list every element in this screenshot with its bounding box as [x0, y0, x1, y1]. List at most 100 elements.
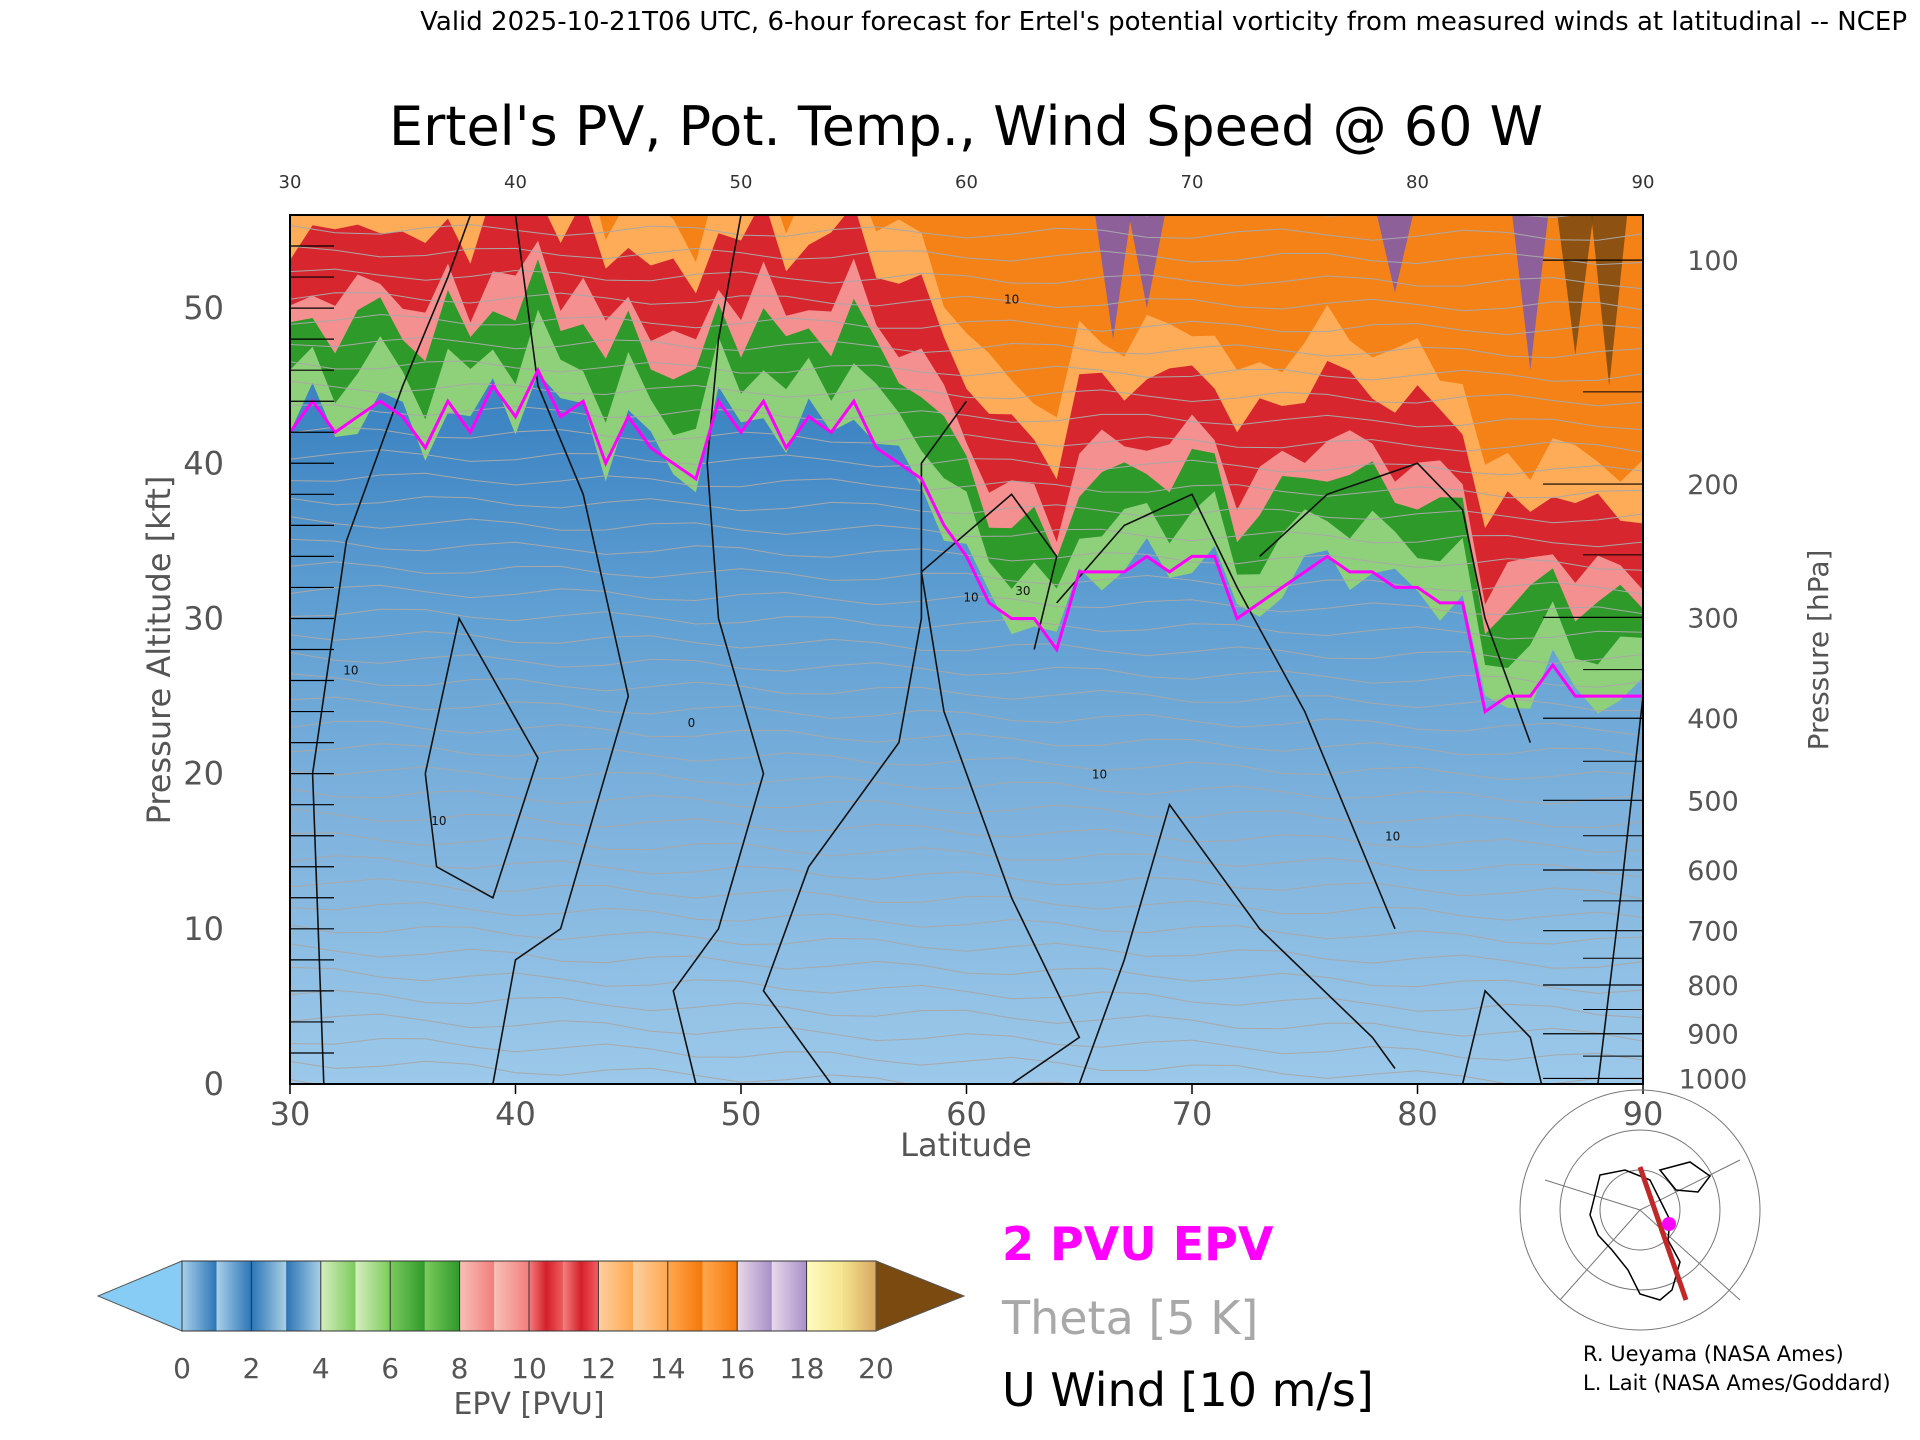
top-axis: 30 40 50 60 70 80 90: [279, 172, 1655, 193]
u-wind-contour: [762, 400, 968, 1084]
theta-contour: [290, 472, 1643, 499]
top-tick-label: 40: [504, 172, 527, 193]
colorbar-segment: [390, 1261, 425, 1331]
epv-band: [290, 215, 1643, 482]
x-tick-label: 60: [946, 1095, 987, 1133]
y-axis-left-label: Pressure Altitude [kft]: [140, 476, 178, 825]
y-tick-label: 0: [204, 1065, 224, 1103]
colorbar-tick-label: 20: [858, 1352, 894, 1385]
colorbar-segment: [216, 1261, 252, 1331]
x-tick-label: 90: [1623, 1095, 1664, 1133]
x-axis-label: Latitude: [900, 1126, 1032, 1164]
tropopause-2pvu-line: [290, 366, 1643, 715]
colorbar-segment: [667, 1261, 703, 1331]
theta-contour: [290, 720, 1643, 757]
colorbar-segment: [737, 1261, 772, 1331]
u-wind-contour: [1259, 462, 1532, 743]
credit-1: R. Ueyama (NASA Ames): [1583, 1342, 1844, 1366]
theta-contour: [290, 496, 1643, 524]
theta-contour: [290, 1013, 1643, 1061]
epv-stratospheric-field: [290, 215, 1643, 714]
u-wind-contours: [311, 215, 1643, 1084]
theta-contour: [290, 966, 1643, 1019]
credit-2: L. Lait (NASA Ames/Goddard): [1583, 1371, 1891, 1395]
colorbar-tick-label: 14: [650, 1352, 686, 1385]
colorbar-tick-label: 4: [312, 1352, 330, 1385]
x-tick-label: 30: [270, 1095, 311, 1133]
theta-contour: [290, 855, 1643, 900]
y-axis-right: 1000 900 800 700 600 500 400 300 200 100: [1543, 246, 1747, 1095]
colorbar-high-arrow: [875, 1260, 966, 1332]
theta-contour: [290, 360, 1643, 382]
colorbar-tick-label: 12: [581, 1352, 617, 1385]
contour-label: 30: [1015, 584, 1030, 598]
colorbar-tick-label: 10: [511, 1352, 547, 1385]
y-tick-label: 20: [183, 755, 224, 793]
y-axis-left: 0 10 20 30 40 50: [183, 214, 334, 1103]
pressure-tick-label: 100: [1687, 246, 1739, 277]
colorbar-segment: [494, 1261, 529, 1331]
pressure-tick-label: 700: [1687, 917, 1739, 948]
colorbar-label: EPV [PVU]: [453, 1387, 604, 1422]
colorbar-segment: [182, 1261, 217, 1331]
y-tick-label: 10: [183, 910, 224, 948]
theta-contour: [290, 245, 1643, 266]
theta-contour: [290, 292, 1643, 312]
u-wind-contour: [1078, 802, 1396, 1084]
colorbar-segment: [320, 1261, 356, 1331]
legend-theta: Theta [5 K]: [1001, 1291, 1258, 1345]
epv-high-tongue: [1557, 215, 1594, 355]
theta-contour: [290, 449, 1643, 476]
colorbar-segment: [598, 1261, 634, 1331]
theta-contour: [290, 268, 1643, 290]
pressure-tick-label: 1000: [1679, 1064, 1748, 1095]
theta-contour: [290, 1038, 1643, 1084]
chart-title: Ertel's PV, Pot. Temp., Wind Speed @ 60 …: [389, 95, 1543, 158]
colorbar-ticks: 0 2 4 6 8 10 12 14 16 18 20: [173, 1352, 894, 1385]
theta-contour: [290, 404, 1643, 431]
contour-label: 10: [1092, 767, 1107, 781]
colorbar-tick-label: 18: [789, 1352, 825, 1385]
theta-contour: [290, 788, 1643, 828]
u-wind-contour: [672, 215, 765, 1084]
valid-line: Valid 2025-10-21T06 UTC, 6-hour forecast…: [420, 7, 1907, 37]
north-america-outline: [1589, 1161, 1712, 1301]
contour-labels: 10 10 30 10 10 0 10 10: [343, 292, 1400, 843]
colorbar-segment: [806, 1261, 842, 1331]
legend: 2 PVU EPV Theta [5 K] U Wind [10 m/s]: [1001, 1217, 1374, 1417]
contour-label: 10: [1385, 829, 1400, 843]
theta-contour: [290, 943, 1643, 994]
colorbar-segment: [563, 1261, 599, 1331]
colorbar-segment: [286, 1261, 321, 1331]
u-wind-contour: [492, 215, 630, 1084]
contour-label: 10: [431, 814, 446, 828]
epv-high-tongue: [1591, 215, 1628, 386]
section-marker: [1662, 1217, 1676, 1231]
u-wind-contour: [424, 616, 539, 899]
u-wind-contour: [1056, 493, 1396, 930]
pressure-tick-label: 400: [1687, 704, 1739, 735]
theta-contour: [290, 651, 1643, 688]
theta-contour: [290, 516, 1643, 548]
colorbar-tick-label: 16: [719, 1352, 755, 1385]
colorbar-tick-label: 6: [381, 1352, 399, 1385]
theta-contours: [290, 215, 1643, 1084]
epv-high-tongue: [1095, 215, 1132, 340]
theta-contour: [290, 766, 1643, 805]
top-tick-label: 80: [1406, 172, 1429, 193]
epv-high-tongue: [1128, 215, 1165, 309]
theta-contour: [290, 426, 1643, 453]
legend-2pvu: 2 PVU EPV: [1002, 1217, 1274, 1271]
pressure-tick-label: 600: [1687, 856, 1739, 887]
pressure-tick-label: 500: [1687, 786, 1739, 817]
u-wind-contour: [1597, 696, 1643, 1084]
theta-contour: [290, 989, 1643, 1042]
y-axis-right-label: Pressure [hPa]: [1802, 550, 1835, 751]
theta-contour: [290, 1060, 1073, 1084]
u-wind-contour: [311, 215, 472, 1084]
legend-u-wind: U Wind [10 m/s]: [1002, 1363, 1374, 1417]
theta-contour: [290, 584, 1643, 616]
theta-contour: [290, 608, 1643, 640]
theta-contour: [290, 832, 1643, 878]
